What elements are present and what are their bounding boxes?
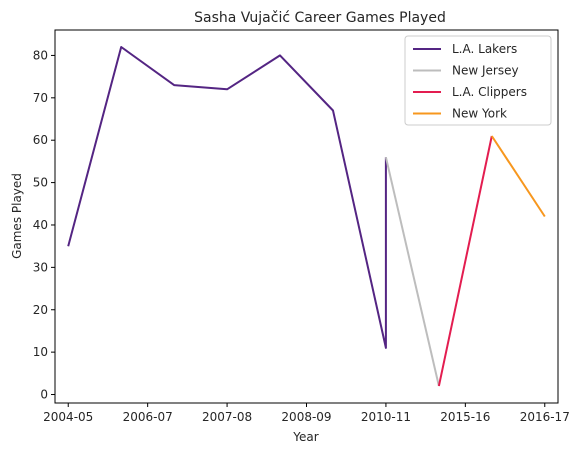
legend-label: L.A. Clippers xyxy=(452,85,527,99)
y-tick-label: 30 xyxy=(33,260,48,274)
x-tick-label: 2016-17 xyxy=(520,410,569,424)
x-tick-label: 2006-07 xyxy=(123,410,173,424)
y-tick-label: 20 xyxy=(33,303,48,317)
x-tick-label: 2008-09 xyxy=(281,410,331,424)
x-tick-label: 2015-16 xyxy=(440,410,490,424)
y-tick-label: 50 xyxy=(33,176,48,190)
legend-label: New York xyxy=(452,107,507,121)
chart-title: Sasha Vujačić Career Games Played xyxy=(194,10,446,26)
x-axis-ticks: 2004-05 2006-07 2007-08 2008-09 2010-11 2015-… xyxy=(43,403,569,424)
y-tick-label: 80 xyxy=(33,48,48,62)
legend-label: L.A. Lakers xyxy=(452,42,517,56)
legend-box xyxy=(404,35,552,126)
y-tick-label: 40 xyxy=(33,218,48,232)
series-lines xyxy=(67,46,546,387)
x-axis-label: Year xyxy=(292,430,318,444)
series-line-1 xyxy=(67,46,387,349)
y-tick-label: 70 xyxy=(33,91,48,105)
series-line-4 xyxy=(490,135,546,218)
y-axis-ticks: 0 10 20 30 40 50 60 70 80 xyxy=(33,48,55,402)
x-tick-label: 2010-11 xyxy=(361,410,411,424)
x-tick-label: 2007-08 xyxy=(202,410,252,424)
y-tick-label: 10 xyxy=(33,345,48,359)
series-line-2 xyxy=(384,156,440,387)
x-tick-label: 2004-05 xyxy=(43,410,93,424)
y-tick-label: 0 xyxy=(40,388,48,402)
legend-label: New Jersey xyxy=(452,64,519,78)
legend: L.A. Lakers New Jersey L.A. Clippers New Yo… xyxy=(404,35,552,126)
series-line-3 xyxy=(437,135,493,387)
y-tick-label: 60 xyxy=(33,133,48,147)
y-axis-label: Games Played xyxy=(10,173,24,259)
